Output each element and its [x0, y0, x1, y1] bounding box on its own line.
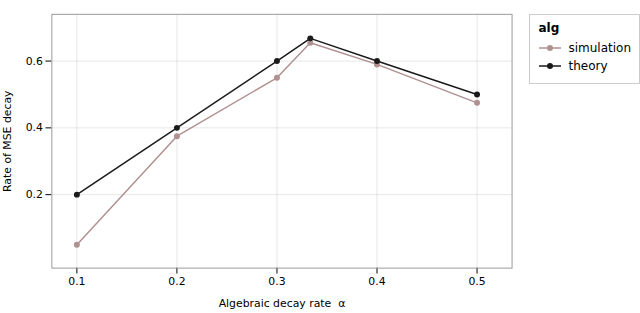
html-text:alg: alg — [538, 21, 560, 35]
svg-text:0.2: 0.2 — [26, 188, 43, 201]
svg-text:0.5: 0.5 — [468, 275, 485, 288]
svg-text:Rate of MSE decay: Rate of MSE decay — [1, 90, 14, 192]
svg-text:0.6: 0.6 — [26, 55, 43, 68]
svg-text:0.4: 0.4 — [26, 121, 43, 134]
svg-text:0.1: 0.1 — [68, 275, 85, 288]
html-text:theory: theory — [568, 59, 608, 73]
html-text:simulation: simulation — [568, 41, 631, 55]
svg-text:0.4: 0.4 — [368, 275, 385, 288]
svg-text:0.2: 0.2 — [168, 275, 185, 288]
svg-text:0.3: 0.3 — [268, 275, 285, 288]
svg-text:Algebraic decay rate α: Algebraic decay rate α — [219, 297, 346, 309]
